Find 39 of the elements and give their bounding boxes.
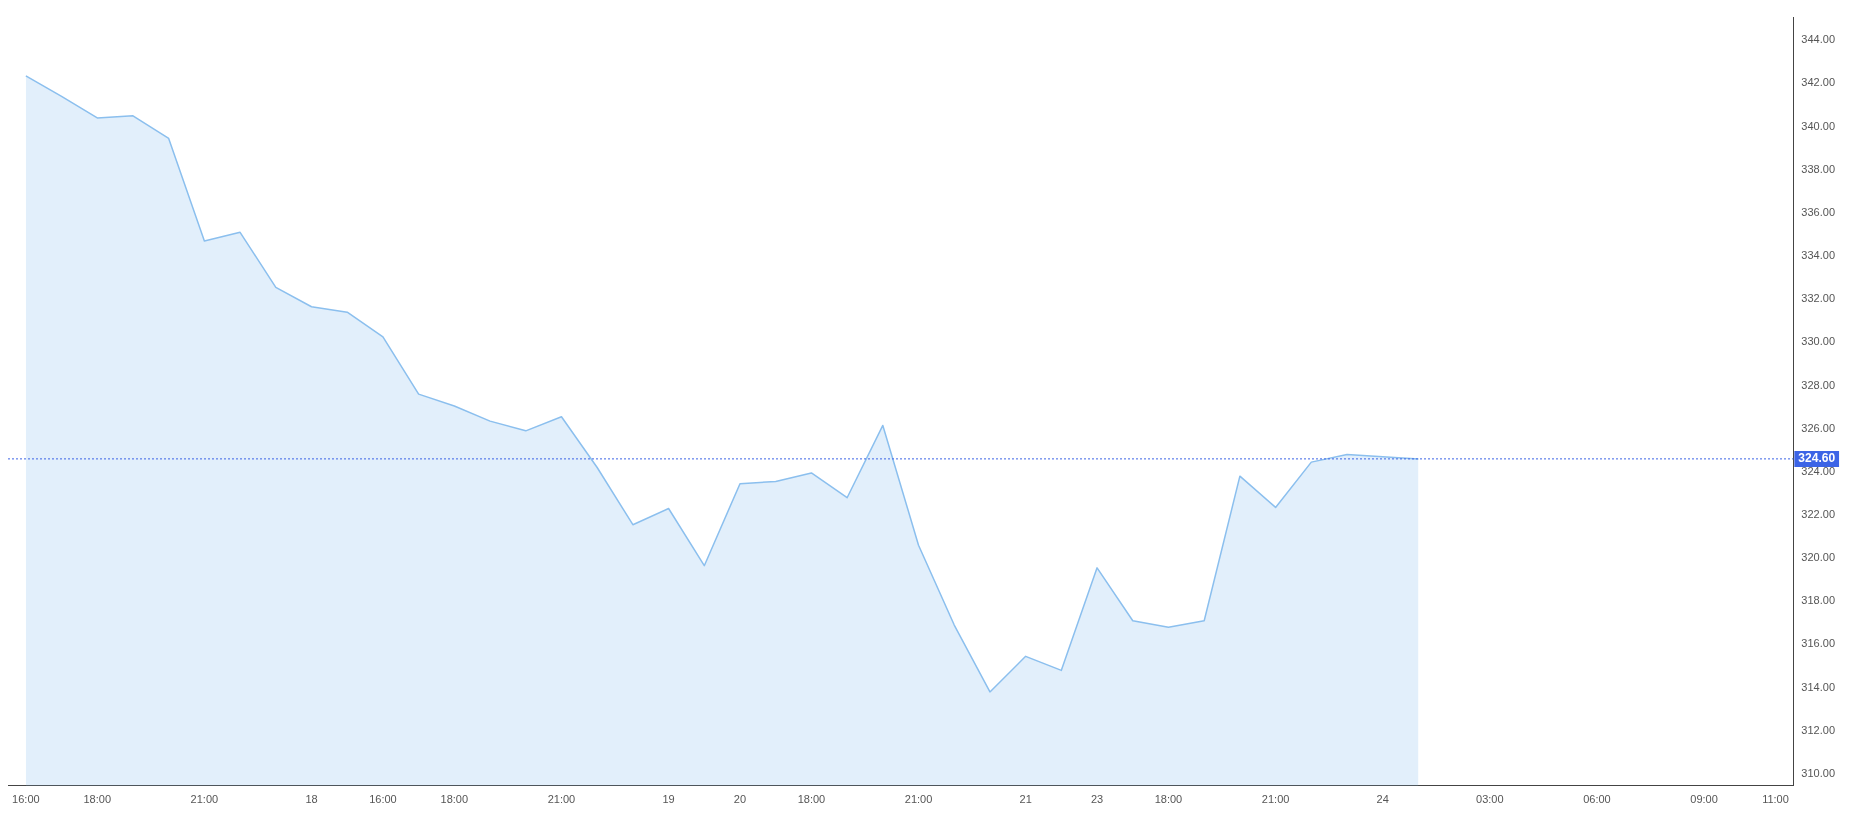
x-tick-label: 16:00 <box>12 793 40 806</box>
y-tick-label: 334.00 <box>1801 249 1836 262</box>
y-tick-label: 338.00 <box>1801 162 1836 175</box>
y-tick-label: 312.00 <box>1801 723 1836 736</box>
y-tick-label: 322.00 <box>1801 508 1836 521</box>
y-tick-label: 310.00 <box>1801 766 1836 779</box>
y-tick-label: 344.00 <box>1801 33 1836 46</box>
x-tick-label: 21:00 <box>190 793 219 806</box>
y-tick-label: 332.00 <box>1801 292 1836 305</box>
x-tick-label: 06:00 <box>1583 793 1611 806</box>
x-tick-label: 23 <box>1090 793 1104 806</box>
y-tick-label: 326.00 <box>1801 421 1836 434</box>
y-tick-label: 342.00 <box>1801 76 1836 89</box>
x-tick-label: 24 <box>1376 793 1389 806</box>
y-tick-label: 330.00 <box>1801 335 1836 348</box>
x-tick-label: 19 <box>662 793 675 806</box>
y-tick-label: 336.00 <box>1801 205 1836 218</box>
y-tick-label: 340.00 <box>1801 119 1836 132</box>
y-tick-label: 314.00 <box>1801 680 1836 693</box>
x-tick-label: 21 <box>1019 793 1032 806</box>
y-tick-label: 328.00 <box>1801 378 1836 391</box>
x-tick-label: 09:00 <box>1690 793 1718 806</box>
x-tick-label: 11:00 <box>1762 793 1789 806</box>
y-tick-label: 320.00 <box>1801 551 1836 564</box>
x-tick-label: 21:00 <box>904 793 933 806</box>
y-tick-label: 316.00 <box>1801 637 1836 650</box>
x-tick-label: 18:00 <box>83 793 112 806</box>
y-tick-label: 324.00 <box>1801 464 1836 477</box>
x-tick-label: 20 <box>733 793 747 806</box>
x-tick-label: 18:00 <box>797 793 826 806</box>
x-tick-label: 16:00 <box>369 793 397 806</box>
x-tick-label: 18:00 <box>1154 793 1183 806</box>
x-tick-label: 03:00 <box>1476 793 1504 806</box>
x-tick-label: 21:00 <box>547 793 576 806</box>
x-tick-label: 18 <box>305 793 318 806</box>
x-tick-label: 18:00 <box>440 793 469 806</box>
x-tick-label: 21:00 <box>1261 793 1290 806</box>
y-tick-label: 318.00 <box>1801 594 1836 607</box>
ref-line-label: 324.60 <box>1798 451 1836 466</box>
